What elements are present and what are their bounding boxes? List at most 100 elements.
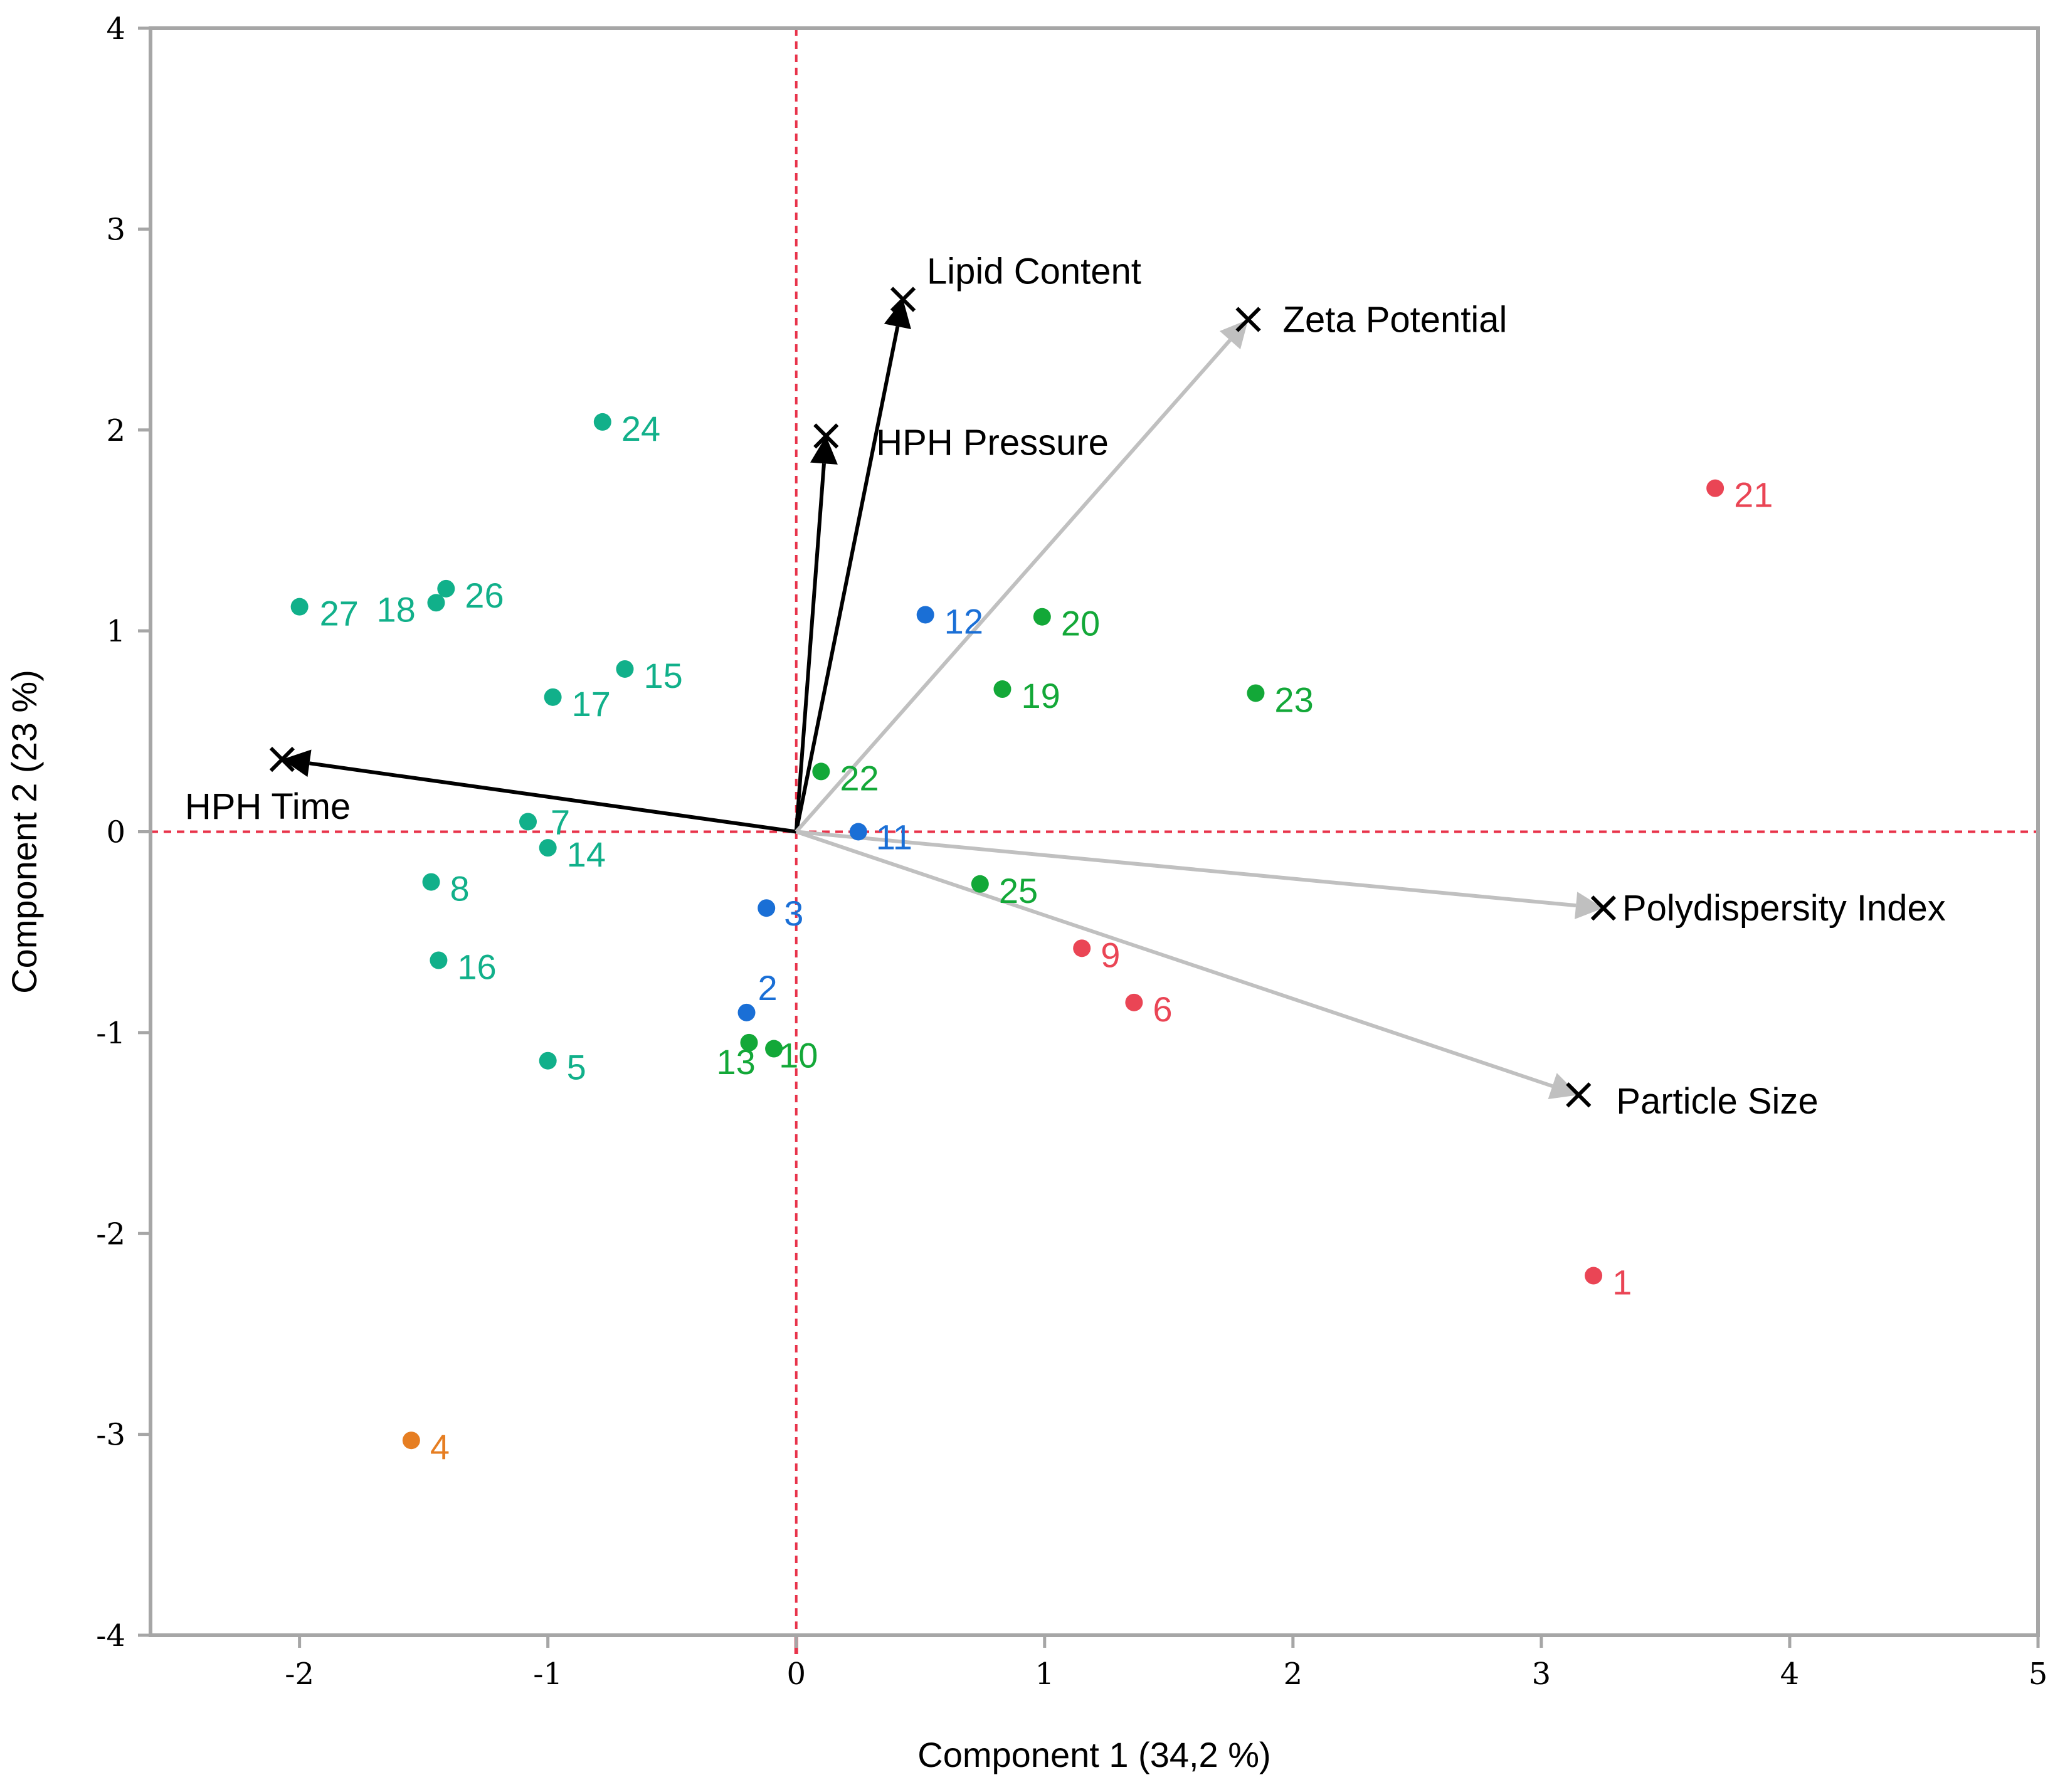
point-label: 1 [1612, 1263, 1632, 1302]
point-label: 11 [876, 818, 912, 857]
point-26: 26 [437, 576, 504, 615]
point-23: 23 [1247, 680, 1314, 719]
y-axis-ticks: -4 -3 -2 -1 0 1 2 3 4 [96, 11, 151, 1653]
point-16: 16 [430, 947, 497, 987]
point-label: 6 [1153, 989, 1172, 1029]
x-tick-label: 3 [1532, 1657, 1551, 1692]
point-label: 27 [320, 594, 359, 633]
point-marker [765, 1040, 783, 1058]
point-7: 7 [519, 802, 570, 841]
loading-zeta-potential: Zeta Potential [795, 300, 1508, 833]
point-17: 17 [544, 684, 611, 724]
point-label: 22 [840, 758, 879, 798]
point-marker [1585, 1267, 1603, 1285]
point-label: 8 [450, 869, 470, 909]
point-label: 12 [944, 601, 983, 641]
point-marker [422, 873, 440, 891]
point-label: 2 [758, 968, 778, 1008]
loading-arrowhead [1575, 892, 1603, 920]
point-19: 19 [993, 676, 1060, 715]
loading-label: Zeta Potential [1283, 300, 1508, 340]
loading-lipid-content: Lipid Content [794, 251, 1141, 833]
point-label: 25 [999, 871, 1038, 910]
x-tick-label: 0 [786, 1657, 806, 1692]
point-10: 10 [765, 1036, 818, 1075]
point-marker [519, 813, 537, 831]
point-marker [1706, 479, 1725, 497]
loading-line [796, 830, 1577, 908]
point-marker [539, 1051, 557, 1070]
point-marker [971, 875, 989, 893]
loading-x-marker [269, 747, 295, 772]
point-2: 2 [737, 968, 778, 1021]
loading-vectors: Lipid Content HPH Pressure HPH Time Zeta Po… [185, 251, 1946, 1122]
y-axis-title: Component 2 (23 %) [4, 670, 44, 994]
point-label: 18 [376, 589, 415, 629]
point-14: 14 [539, 835, 606, 874]
y-tick-label: 4 [106, 11, 125, 46]
point-label: 24 [621, 409, 660, 448]
point-marker [849, 823, 867, 841]
point-27: 27 [290, 594, 359, 633]
y-tick-label: 2 [106, 413, 125, 448]
loading-arrowhead [282, 749, 312, 777]
loading-line [795, 830, 1553, 1088]
point-12: 12 [916, 601, 983, 641]
y-tick-label: -4 [96, 1618, 125, 1653]
point-18: 18 [376, 589, 445, 629]
loading-arrowhead [810, 436, 838, 465]
point-4: 4 [402, 1427, 450, 1467]
point-marker [916, 606, 934, 624]
point-marker [812, 762, 830, 781]
point-15: 15 [616, 656, 683, 695]
point-marker [1125, 993, 1143, 1011]
point-marker [1247, 684, 1265, 702]
y-tick-label: -3 [96, 1418, 125, 1453]
loading-line [309, 761, 797, 834]
y-tick-label: -2 [96, 1216, 125, 1252]
point-label: 7 [551, 802, 570, 841]
loading-label: Lipid Content [927, 251, 1141, 292]
x-tick-label: 2 [1284, 1657, 1303, 1692]
point-24: 24 [593, 409, 660, 448]
point-marker [544, 688, 562, 706]
point-label: 19 [1021, 676, 1060, 715]
loading-line [794, 326, 900, 833]
point-label: 16 [457, 947, 496, 987]
y-tick-label: 1 [106, 614, 125, 649]
point-11: 11 [849, 818, 912, 857]
x-tick-label: 5 [2029, 1657, 2048, 1692]
loading-label: Polydispersity Index [1622, 888, 1946, 929]
loading-label: HPH Pressure [876, 422, 1109, 463]
loading-line [795, 339, 1232, 833]
y-tick-label: 0 [106, 815, 125, 850]
point-5: 5 [539, 1048, 586, 1087]
x-tick-label: 1 [1035, 1657, 1055, 1692]
x-tick-label: 4 [1780, 1657, 1800, 1692]
point-label: 5 [567, 1048, 586, 1087]
loading-hph-pressure: HPH Pressure [794, 422, 1109, 832]
x-tick-label: -1 [533, 1657, 563, 1692]
y-tick-label: 3 [106, 212, 125, 247]
point-label: 15 [643, 656, 682, 695]
point-label: 10 [779, 1036, 818, 1075]
loading-x-marker [1235, 307, 1261, 332]
score-points: 1234567891011121314151617181920212223242… [290, 409, 1773, 1467]
loading-hph-time: HPH Time [185, 747, 797, 834]
point-marker [290, 598, 309, 616]
loading-arrowhead [1548, 1073, 1579, 1100]
point-label: 13 [716, 1042, 755, 1082]
point-label: 17 [572, 684, 611, 724]
point-marker [539, 839, 557, 857]
point-label: 21 [1734, 475, 1773, 515]
point-1: 1 [1585, 1263, 1632, 1302]
point-marker [427, 594, 445, 612]
point-marker [616, 660, 634, 678]
x-axis-ticks: -2 -1 0 1 2 3 4 5 [285, 1635, 2047, 1692]
point-21: 21 [1706, 475, 1773, 515]
loading-line [794, 463, 826, 832]
point-3: 3 [758, 893, 803, 933]
loading-x-marker [890, 287, 916, 312]
